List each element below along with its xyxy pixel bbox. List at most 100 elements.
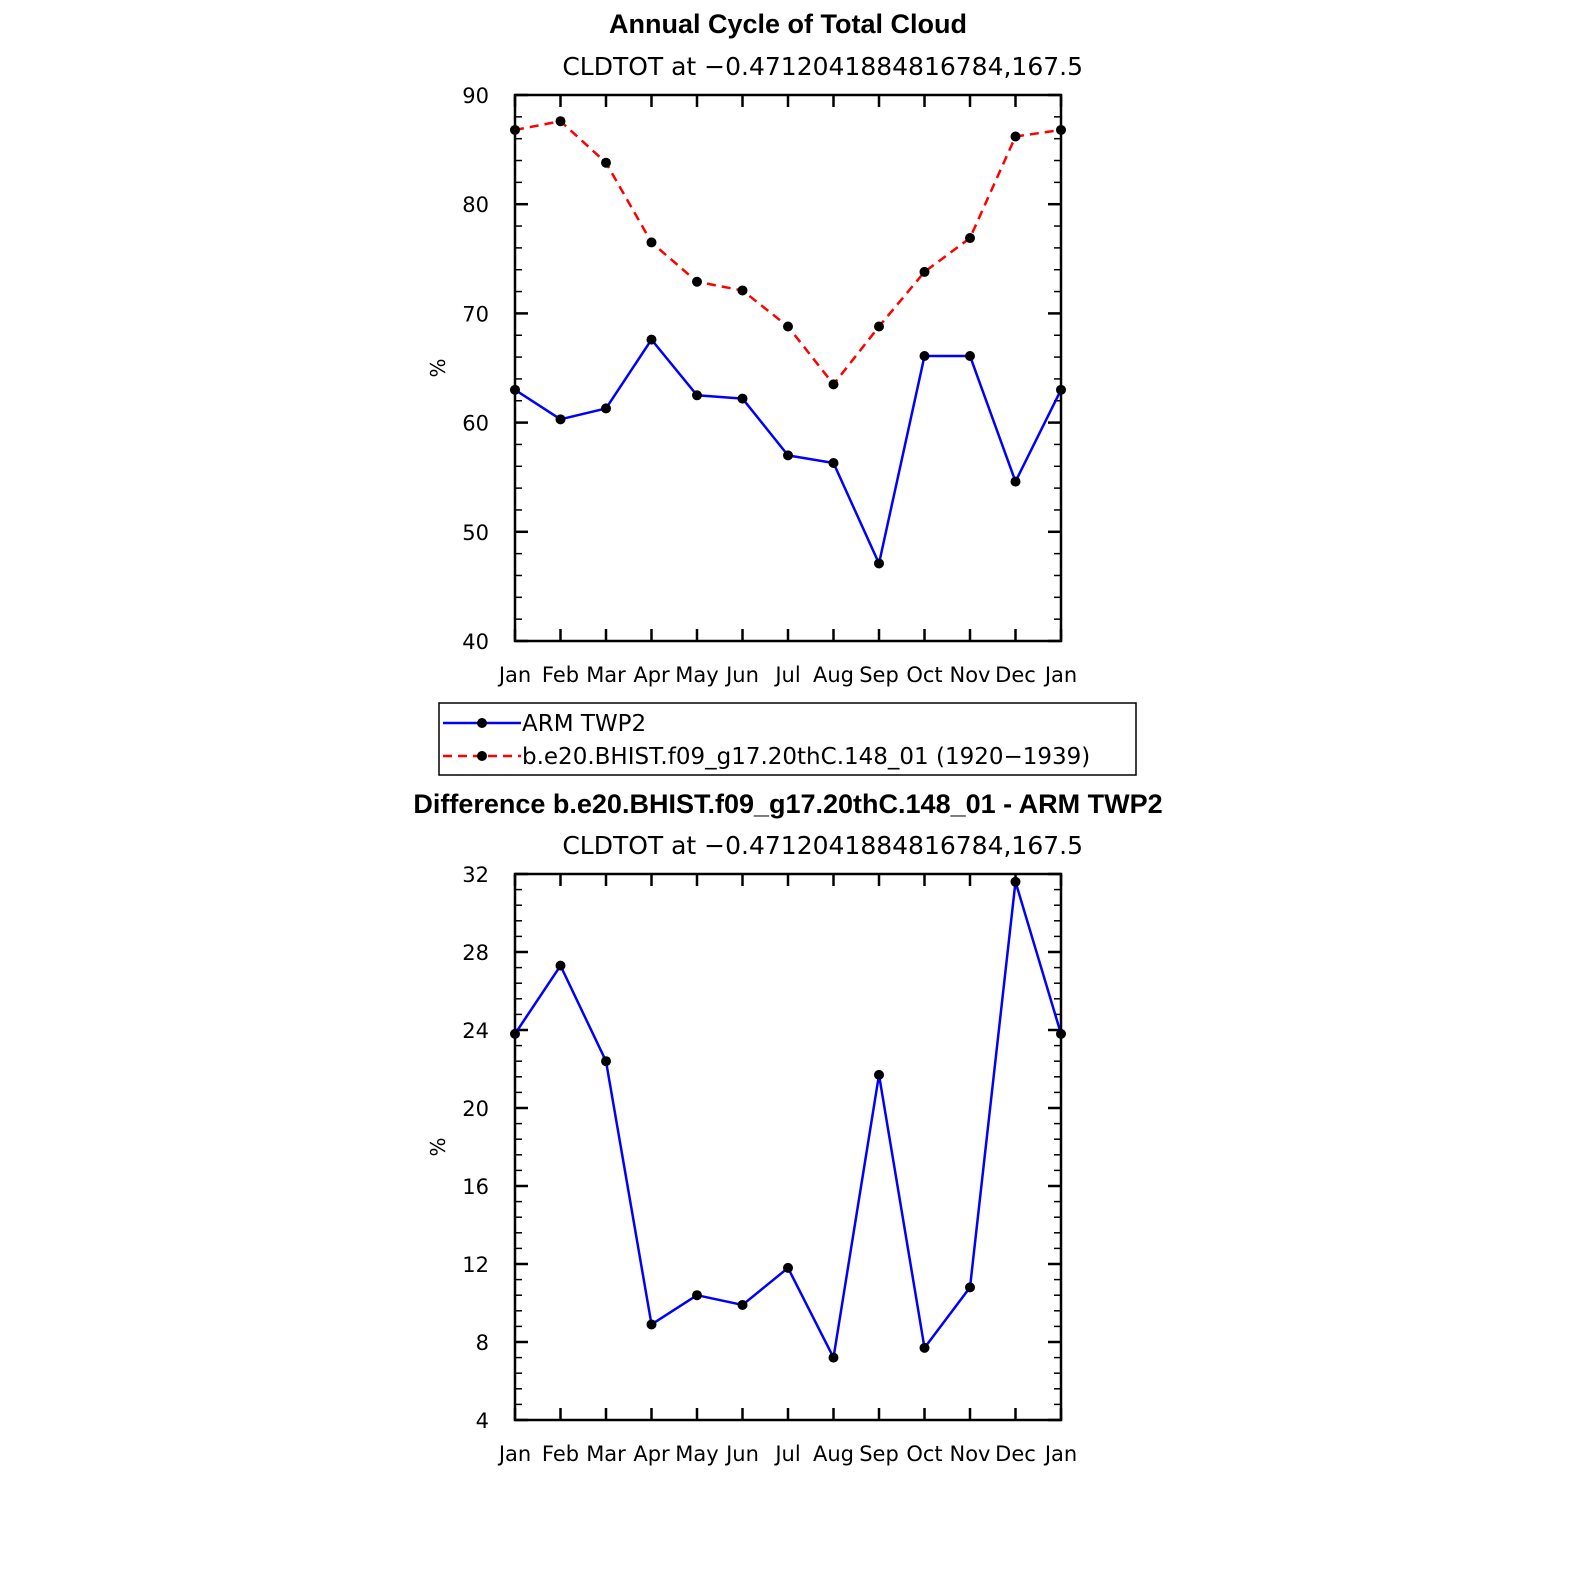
y-tick-label: 28 [462,941,489,965]
legend-box [438,702,1137,776]
legend-entry-model: b.e20.BHIST.f09_g17.20thC.148_01 (1920−1… [443,744,1090,770]
x-tick-label: Feb [542,663,579,687]
x-tick-label: May [675,1442,718,1466]
data-point [919,266,930,277]
x-tick-label: Jul [773,663,800,687]
x-tick-label: Jan [497,663,531,687]
y-tick-label: 8 [476,1331,489,1355]
data-point [601,403,611,414]
legend-label-arm: ARM TWP2 [522,711,646,737]
data-point [555,414,566,425]
x-tick-label: Sep [859,663,899,687]
x-tick-label: Aug [813,663,854,687]
y-tick-label: 16 [462,1175,489,1199]
x-tick-label: Dec [995,663,1036,687]
y-tick-label: 70 [462,302,489,326]
chart-subtitle: CLDTOT at −0.4712041884816784,167.5 [562,52,1083,81]
data-point [828,458,839,469]
data-point [783,1262,793,1273]
data-point [874,321,884,332]
legend-entry-arm: ARM TWP2 [443,711,646,737]
data-points [510,876,1066,1363]
data-point [783,321,793,332]
chart-subtitle: CLDTOT at −0.4712041884816784,167.5 [562,831,1083,860]
data-point [1010,131,1021,142]
data-point [828,1352,839,1363]
y-tick-label: 40 [462,630,489,654]
x-tick-label: Apr [633,1442,670,1466]
data-point [874,558,884,569]
x-tick-label: Jun [724,663,759,687]
x-tick-label: Sep [859,1442,899,1466]
data-point [692,276,702,287]
y-tick-label: 60 [462,412,489,436]
series-line [513,880,1063,1359]
annual-cycle-panel: Annual Cycle of Total Cloud CLDTOT at −0… [426,9,1083,687]
x-tick-label: Apr [633,663,670,687]
x-tick-label: Aug [813,1442,854,1466]
tick-labels: Jan Feb Mar Apr May Jun Jul Aug Sep Oct Nov Dec Jan 4… [462,863,1077,1466]
data-point [1010,476,1021,487]
data-point [965,233,975,244]
data-point [601,1056,611,1067]
plot-frame [513,872,1063,1422]
data-point [737,1299,748,1310]
x-tick-label: Oct [906,1442,942,1466]
legend: ARM TWP2 b.e20.BHIST.f09_g17.20thC.148_0… [438,702,1137,776]
data-point [828,379,839,390]
data-point [692,390,702,401]
legend-marker-arm [477,718,487,728]
y-tick-label: 50 [462,521,489,545]
x-tick-label: Jan [1043,1442,1077,1466]
data-point [601,157,611,168]
series-lines [514,119,1063,565]
series-lines [513,880,1063,1359]
x-tick-label: May [675,663,718,687]
x-tick-label: Jun [724,1442,759,1466]
x-tick-label: Nov [950,663,991,687]
axis-ticks [513,93,1063,643]
data-point [965,1282,975,1293]
y-tick-label: 20 [462,1097,489,1121]
data-point [646,1319,657,1330]
legend-marker-model [477,751,487,761]
y-tick-label: 32 [462,863,489,887]
x-tick-label: Feb [542,1442,579,1466]
data-point [646,334,657,345]
y-axis-label: % [426,358,450,377]
data-point [692,1290,702,1301]
y-tick-label: 90 [462,84,489,108]
legend-label-model: b.e20.BHIST.f09_g17.20thC.148_01 (1920−1… [522,744,1090,770]
data-point [555,960,566,971]
data-point [1010,876,1021,887]
data-point [555,116,566,127]
data-point [919,1342,930,1353]
x-tick-label: Jan [1043,663,1077,687]
chart-title: Annual Cycle of Total Cloud [609,9,967,39]
chart-title: Difference b.e20.BHIST.f09_g17.20thC.148… [413,789,1162,819]
x-tick-label: Mar [586,1442,626,1466]
data-point [965,350,975,361]
axis-ticks [513,872,1063,1422]
y-tick-label: 80 [462,193,489,217]
x-tick-label: Dec [995,1442,1036,1466]
data-point [919,350,930,361]
difference-panel: Difference b.e20.BHIST.f09_g17.20thC.148… [413,789,1162,1466]
data-points [510,116,1066,569]
plot-frame [513,93,1063,643]
x-tick-label: Mar [586,663,626,687]
y-tick-label: 12 [462,1253,489,1277]
x-tick-label: Jul [773,1442,800,1466]
data-point [783,450,793,461]
x-tick-label: Nov [950,1442,991,1466]
y-axis-label: % [426,1137,450,1156]
x-tick-label: Jan [497,1442,531,1466]
data-point [646,237,657,248]
tick-labels: Jan Feb Mar Apr May Jun Jul Aug Sep Oct Nov Dec Jan 4… [462,84,1077,687]
y-tick-label: 24 [462,1019,489,1043]
data-point [737,285,748,296]
data-point [737,393,748,404]
y-tick-label: 4 [476,1409,489,1433]
data-point [874,1069,884,1080]
